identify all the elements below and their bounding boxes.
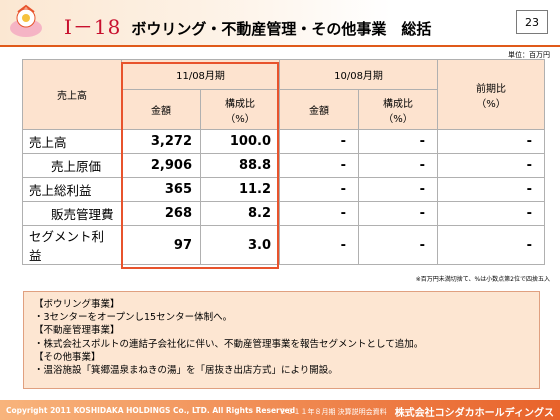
segment-notes-box: 【ボウリング事業】 ・3センターをオープンし15センター体制へ。 【不動産管理事…	[23, 291, 540, 389]
cell-prior-ratio: -	[358, 201, 439, 226]
header-amount-prior: 金額	[279, 89, 360, 130]
slide-footer: Copyright 2011 KOSHIDAKA HOLDINGS Co., L…	[0, 400, 560, 420]
cell-amount: 268	[121, 201, 201, 226]
note-line: ・株式会社スポルトの連結子会社化に伴い、不動産管理事業を報告セグメントとして追加…	[34, 338, 424, 350]
segment-summary-table: 売上高 11/08月期 10/08月期 前期比 （%） 金額 構成比 （%） 金…	[22, 59, 546, 265]
cell-prior-ratio: -	[358, 129, 439, 154]
unit-label: 単位：百万円	[508, 51, 550, 59]
cell-yoy: -	[437, 129, 546, 154]
cell-yoy: -	[437, 225, 546, 265]
header-ratio-current: 構成比 （%）	[199, 89, 281, 130]
note-line: 【その他事業】	[34, 351, 101, 363]
header-amount-current: 金額	[121, 89, 201, 130]
row-label: 売上総利益	[22, 177, 122, 202]
note-line: ・温浴施設「箕郷温泉まねきの湯」を「居抜き出店方式」により開設。	[34, 365, 338, 377]
header-period-prior: 10/08月期	[279, 59, 439, 90]
cell-yoy: -	[437, 177, 546, 202]
cell-prior-amount: -	[279, 201, 360, 226]
row-label: 売上高	[22, 129, 122, 154]
title-number: Ⅰ－18	[64, 15, 122, 39]
table-row: 売上高 3,272 100.0 - - -	[22, 129, 546, 154]
company-name: 株式会社コシダカホールディングス	[394, 408, 554, 419]
cell-prior-ratio: -	[358, 153, 439, 178]
table-row: 売上総利益 365 11.2 - - -	[22, 177, 546, 202]
table-row: セグメント利益 97 3.0 - - -	[22, 225, 546, 265]
page-number: 23	[516, 10, 548, 34]
row-label: 販売管理費	[22, 201, 122, 226]
cell-prior-amount: -	[279, 225, 360, 265]
cell-ratio: 8.2	[199, 201, 281, 226]
cell-prior-ratio: -	[358, 177, 439, 202]
table-footnote: ※百万円未満切捨て、%は小数点第2位で四捨五入	[415, 276, 550, 283]
note-line: ・3センターをオープンし15センター体制へ。	[34, 312, 233, 324]
header-divider	[0, 45, 560, 47]
company-logo-icon	[10, 4, 42, 37]
footer-right: ２０１１年８月期 決算説明会資料 株式会社コシダカホールディングス	[279, 404, 554, 420]
title-text: ボウリング・不動産管理・その他事業 総括	[131, 20, 432, 38]
cell-yoy: -	[437, 201, 546, 226]
copyright-text: Copyright 2011 KOSHIDAKA HOLDINGS Co., L…	[6, 406, 296, 415]
row-label: セグメント利益	[22, 225, 122, 265]
table-row: 販売管理費 268 8.2 - - -	[22, 201, 546, 226]
header-yoy: 前期比 （%）	[437, 59, 546, 130]
page-title: Ⅰ－18 ボウリング・不動産管理・その他事業 総括	[64, 11, 432, 39]
cell-amount: 97	[121, 225, 201, 265]
cell-prior-amount: -	[279, 153, 360, 178]
cell-prior-ratio: -	[358, 225, 439, 265]
cell-prior-amount: -	[279, 177, 360, 202]
table-row: 売上原価 2,906 88.8 - - -	[22, 153, 546, 178]
note-line: 【不動産管理事業】	[34, 325, 120, 337]
document-title: ２０１１年８月期 決算説明会資料	[279, 407, 387, 416]
cell-amount: 2,906	[121, 153, 201, 178]
header-ratio-prior: 構成比 （%）	[358, 89, 439, 130]
note-line: 【ボウリング事業】	[34, 299, 120, 310]
cell-ratio: 11.2	[199, 177, 281, 202]
cell-ratio: 100.0	[199, 129, 281, 154]
row-label: 売上原価	[22, 153, 122, 178]
cell-prior-amount: -	[279, 129, 360, 154]
cell-ratio: 3.0	[199, 225, 281, 265]
cell-ratio: 88.8	[199, 153, 281, 178]
cell-yoy: -	[437, 153, 546, 178]
header-item: 売上高	[22, 59, 122, 130]
slide-header: Ⅰ－18 ボウリング・不動産管理・その他事業 総括 23	[0, 0, 560, 46]
cell-amount: 3,272	[121, 129, 201, 154]
cell-amount: 365	[121, 177, 201, 202]
header-period-current: 11/08月期	[120, 59, 281, 90]
